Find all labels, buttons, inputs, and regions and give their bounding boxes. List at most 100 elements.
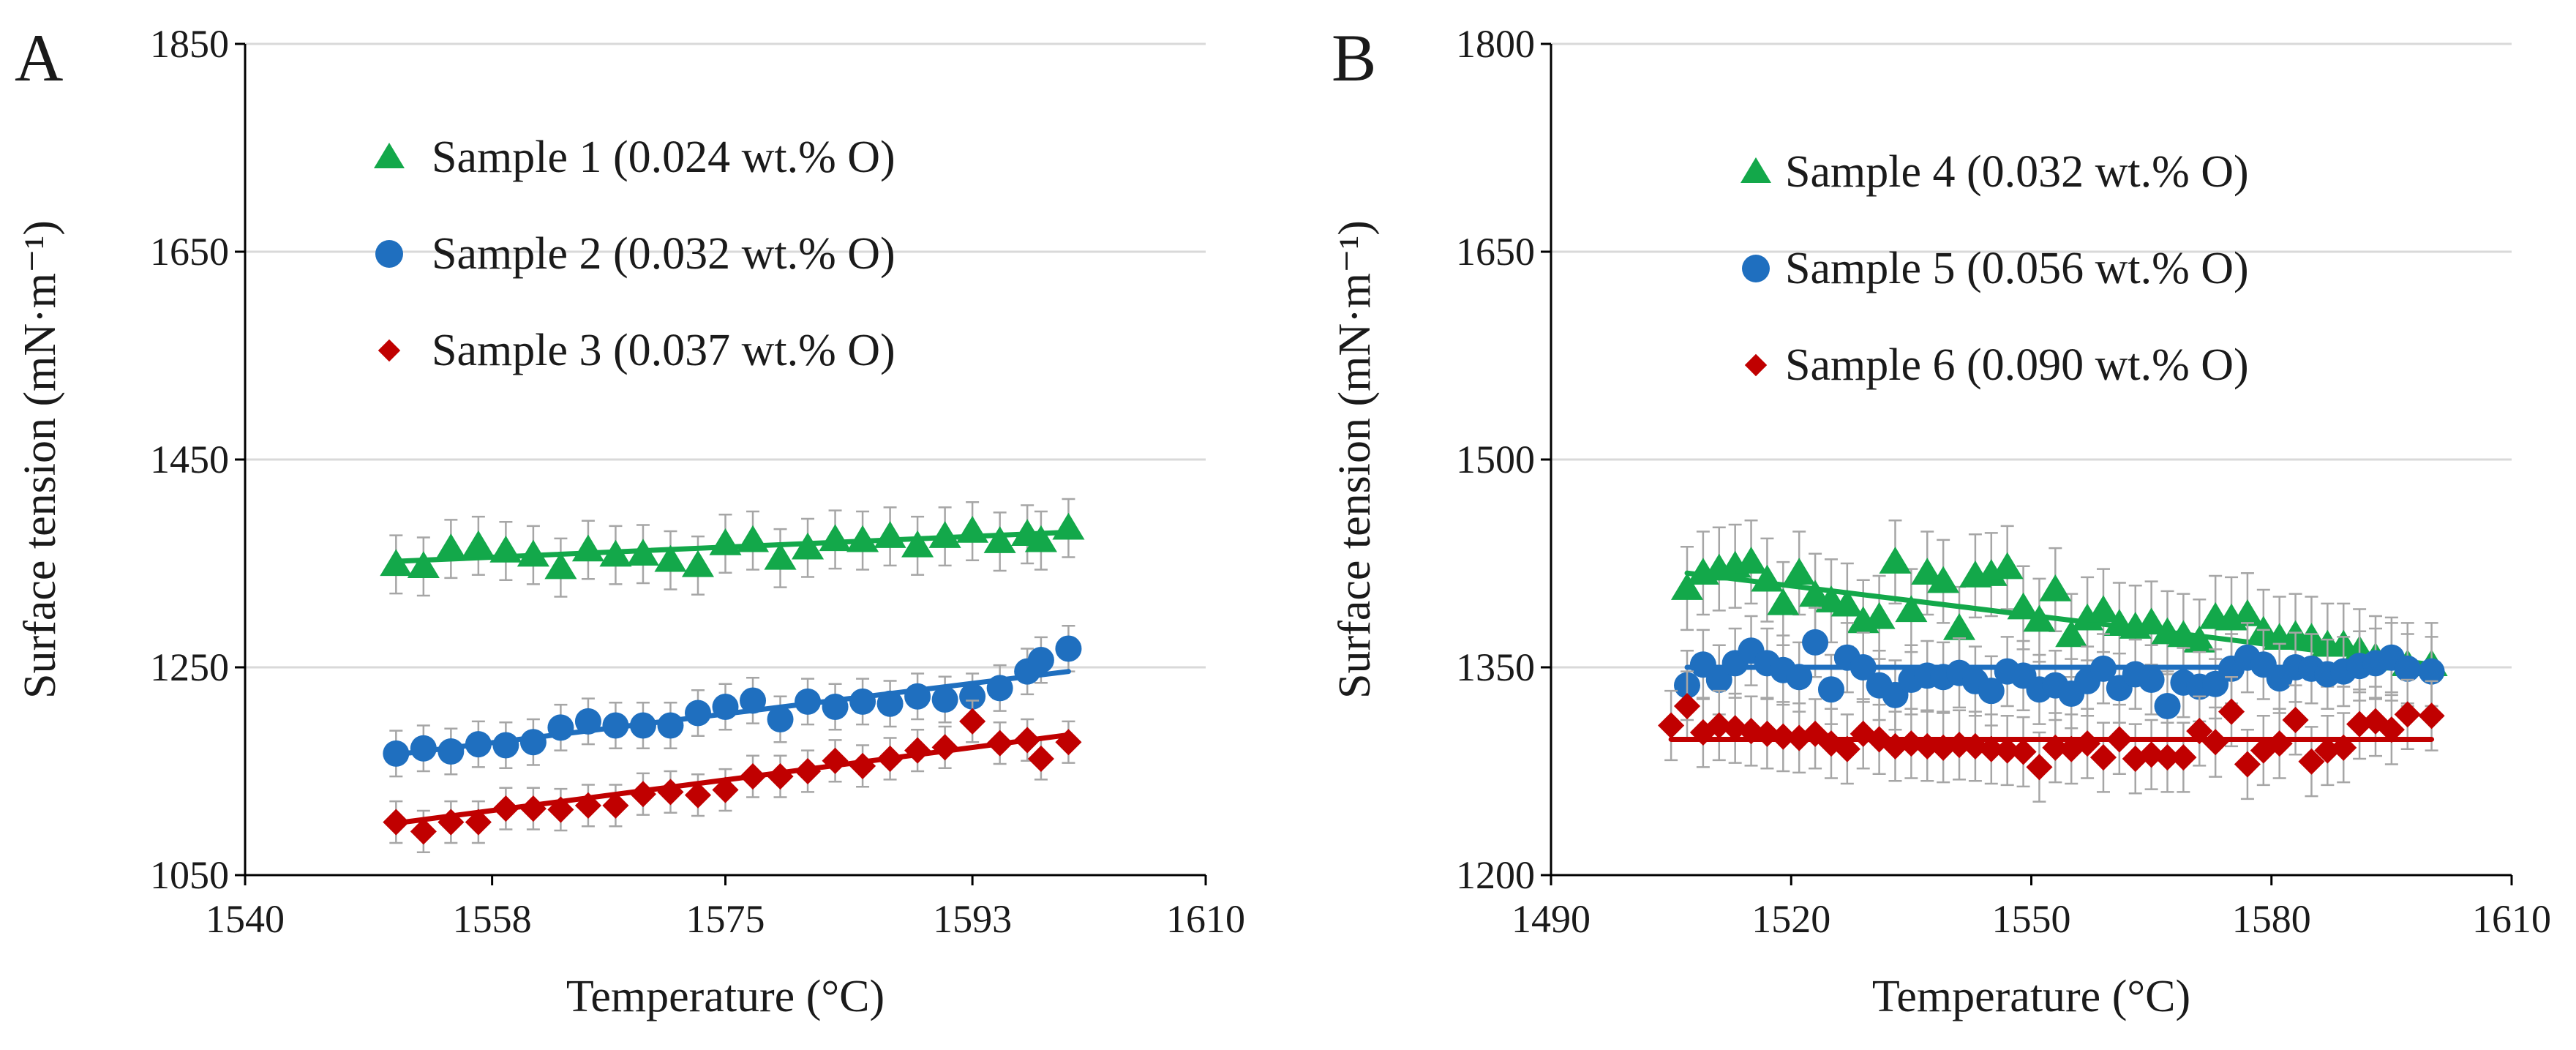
x-tick-label: 1593 (933, 897, 1012, 941)
data-point (684, 700, 711, 727)
data-point (1770, 723, 1797, 750)
data-point (2202, 729, 2229, 756)
data-point (1802, 720, 1829, 747)
data-point (795, 688, 822, 715)
data-point (2074, 730, 2101, 757)
y-tick-label: 1650 (1456, 230, 1535, 274)
data-point (2394, 701, 2421, 728)
panel-a-chart: 1050 1250 1450 1650 1850 1540 1558 1575 1593 1610… (15, 20, 1245, 1021)
data-point (767, 763, 794, 790)
data-point (2314, 737, 2341, 764)
data-point (846, 525, 879, 552)
data-point (1767, 588, 1800, 615)
data-point (435, 533, 467, 560)
data-point (1055, 635, 1082, 662)
data-point (1786, 724, 1813, 751)
data-point (492, 732, 519, 759)
data-point (2042, 734, 2069, 761)
data-point (819, 524, 852, 552)
data-point (2135, 607, 2168, 635)
error-bars (389, 498, 1075, 598)
data-point (407, 551, 440, 579)
x-tick-label: 1550 (1992, 897, 2071, 941)
data-point (2138, 667, 2165, 694)
data-point (2183, 626, 2216, 653)
data-point (2058, 735, 2085, 762)
x-tick-label: 1610 (2472, 897, 2551, 941)
data-point (1978, 735, 2005, 762)
data-point (1942, 612, 1976, 640)
x-axis-title: Temperature (°C) (1872, 972, 2190, 1021)
data-point (739, 763, 767, 790)
data-point (876, 745, 904, 773)
data-point (959, 708, 986, 735)
data-point (2023, 604, 2056, 632)
data-point (1670, 573, 1704, 600)
data-point (931, 686, 958, 713)
data-point (822, 747, 849, 774)
data-point (1975, 559, 2008, 586)
data-point (1882, 732, 1909, 760)
data-point (1879, 547, 1912, 574)
data-point (2266, 730, 2293, 757)
data-point (2282, 706, 2309, 733)
data-point (2089, 744, 2117, 771)
data-point (602, 712, 629, 739)
data-point (1751, 564, 1784, 592)
data-point (928, 521, 961, 548)
data-point (959, 683, 986, 710)
y-tick-label: 1850 (150, 22, 229, 66)
data-point (574, 708, 601, 735)
series-circle (383, 624, 1082, 778)
data-point (1895, 595, 1928, 623)
data-point (1754, 720, 1781, 747)
data-point (876, 690, 904, 717)
x-tick-label: 1575 (686, 897, 765, 941)
legend-item: Sample 1 (0.024 wt.% O) (374, 132, 895, 182)
data-point (1014, 727, 1041, 754)
data-point (657, 779, 684, 806)
data-point (2071, 603, 2104, 631)
data-point (791, 532, 825, 560)
data-point (1783, 558, 1816, 585)
data-point (2087, 595, 2120, 623)
data-point (1786, 664, 1813, 691)
data-point (383, 809, 410, 836)
data-point (1721, 715, 1749, 742)
data-point (2089, 655, 2117, 682)
data-point (1927, 566, 1960, 593)
data-point (2170, 744, 2197, 771)
data-point (519, 795, 547, 822)
data-point (1027, 745, 1054, 773)
data-point (712, 776, 739, 803)
series-circle (1674, 607, 2445, 742)
data-point (438, 738, 465, 765)
data-point (410, 735, 437, 762)
data-point (1055, 729, 1082, 756)
data-point (983, 526, 1016, 553)
data-point (602, 792, 629, 819)
data-point (1911, 558, 1944, 585)
data-point (492, 795, 519, 822)
data-point (2418, 658, 2445, 685)
x-tick-label: 1610 (1166, 897, 1245, 941)
panel-label: B (1332, 20, 1376, 95)
data-point (1898, 730, 1925, 757)
series-diamond (1658, 670, 2445, 803)
data-point (629, 712, 656, 739)
data-point (931, 734, 958, 761)
data-point (2378, 716, 2405, 743)
data-point (2138, 741, 2165, 768)
data-point (489, 535, 522, 563)
data-point (599, 539, 632, 567)
data-point (2106, 726, 2133, 753)
series-triangle (380, 498, 1085, 598)
y-axis-title: Surface tension (mN·m⁻¹) (1330, 220, 1380, 699)
legend-marker (1742, 255, 1770, 282)
data-point (654, 544, 687, 572)
data-point (2418, 702, 2445, 730)
data-point (874, 521, 906, 548)
data-point (767, 706, 794, 732)
x-tick-label: 1490 (1512, 897, 1591, 941)
data-point (2154, 744, 2181, 771)
